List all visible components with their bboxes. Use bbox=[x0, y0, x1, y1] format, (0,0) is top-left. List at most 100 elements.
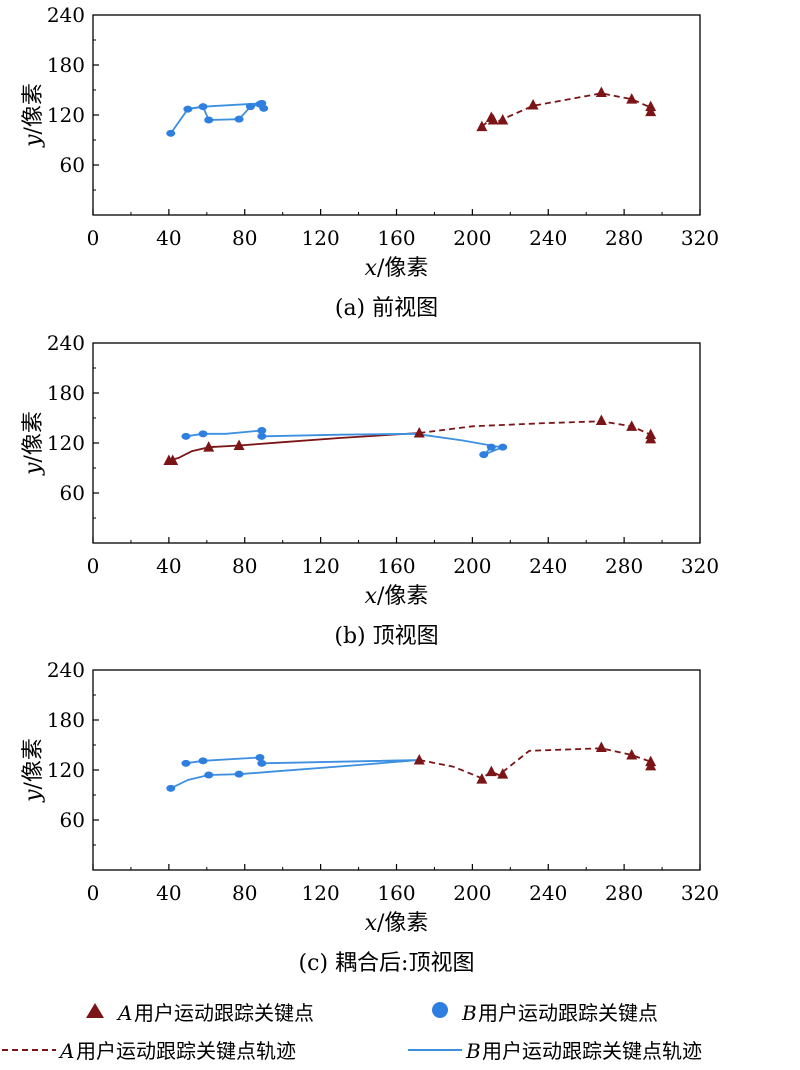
x-tick-label: 320 bbox=[681, 554, 719, 578]
x-axis-title: x/像素 bbox=[365, 584, 429, 609]
x-tick-label: 80 bbox=[232, 226, 257, 250]
series-line-a bbox=[419, 420, 652, 439]
marker-b-point bbox=[183, 105, 193, 113]
x-tick-label: 280 bbox=[605, 554, 643, 578]
marker-b-point bbox=[198, 103, 208, 111]
x-axis-var: x bbox=[365, 256, 378, 281]
x-tick-label: 320 bbox=[681, 881, 719, 905]
marker-a-point bbox=[527, 99, 539, 110]
y-axis-title: y/像素 bbox=[21, 83, 46, 148]
marker-a-point bbox=[645, 759, 657, 771]
y-tick-label: 240 bbox=[47, 3, 85, 27]
y-tick-label: 60 bbox=[60, 153, 85, 177]
marker-a-point bbox=[203, 441, 215, 452]
marker-a-point bbox=[595, 414, 607, 425]
marker-b-point bbox=[234, 115, 244, 123]
marker-b-point bbox=[255, 754, 265, 761]
legend-a-point-marker bbox=[86, 1003, 104, 1018]
y-tick-label: 120 bbox=[47, 103, 85, 127]
marker-b-point bbox=[257, 432, 267, 440]
y-tick-label: 180 bbox=[47, 708, 85, 732]
marker-a-point bbox=[476, 120, 488, 132]
panel-b: 0 40 80 120 160 200 240 280 32060120180240x/像素y/… bbox=[21, 331, 719, 649]
marker-a-point bbox=[167, 454, 179, 465]
marker-a-point bbox=[497, 768, 509, 779]
x-axis-var: x bbox=[365, 911, 378, 936]
marker-a-point bbox=[645, 432, 657, 444]
marker-a-point bbox=[413, 754, 425, 765]
legend-a-track-label: 用户运动跟踪关键点轨迹 bbox=[76, 1039, 296, 1063]
x-tick-label: 40 bbox=[156, 554, 181, 578]
panel-caption: (b) 顶视图 bbox=[334, 624, 438, 649]
legend-b-point-marker bbox=[432, 1002, 448, 1018]
x-tick-label: 200 bbox=[453, 881, 491, 905]
x-axis-unit: /像素 bbox=[377, 256, 428, 281]
legend: A 用户运动跟踪关键点 B 用户运动跟踪关键点 A 用户运动跟踪关键点轨迹 B … bbox=[2, 1001, 702, 1063]
x-axis-var: x bbox=[365, 584, 378, 609]
legend-b-point-label: 用户运动跟踪关键点 bbox=[478, 1001, 658, 1025]
marker-a-point bbox=[626, 420, 638, 431]
series-line-a-solid bbox=[168, 432, 420, 462]
marker-a-point bbox=[487, 114, 499, 125]
legend-a-point-label: 用户运动跟踪关键点 bbox=[134, 1001, 314, 1025]
y-axis-title: y/像素 bbox=[21, 411, 46, 476]
legend-a-track-var: A bbox=[58, 1039, 74, 1063]
legend-b-track-label: 用户运动跟踪关键点轨迹 bbox=[482, 1039, 702, 1063]
marker-b-point bbox=[486, 443, 496, 451]
marker-b-point bbox=[198, 757, 208, 765]
marker-b-point bbox=[204, 116, 214, 124]
marker-a-point bbox=[233, 439, 245, 450]
marker-a-point bbox=[476, 773, 488, 784]
marker-a-point bbox=[497, 114, 509, 125]
x-tick-label: 0 bbox=[87, 554, 100, 578]
panel-a: 0 40 80 120 160 200 240 280 32060120180240x/像素y/… bbox=[21, 3, 719, 321]
marker-a-point bbox=[626, 93, 638, 104]
marker-b-point bbox=[198, 430, 208, 438]
x-axis-unit: /像素 bbox=[377, 911, 428, 936]
series-line-a bbox=[481, 92, 652, 128]
y-tick-label: 120 bbox=[47, 431, 85, 455]
x-tick-label: 280 bbox=[605, 226, 643, 250]
marker-b-point bbox=[479, 451, 489, 459]
marker-b-point bbox=[181, 432, 191, 440]
marker-b-point bbox=[166, 784, 176, 792]
legend-a-point-var: A bbox=[116, 1001, 132, 1025]
marker-b-point bbox=[498, 443, 508, 451]
x-axis-unit: /像素 bbox=[377, 584, 428, 609]
plot-frame bbox=[92, 669, 701, 871]
x-tick-label: 240 bbox=[529, 881, 567, 905]
x-tick-label: 80 bbox=[232, 554, 257, 578]
y-tick-label: 60 bbox=[60, 481, 85, 505]
y-tick-label: 240 bbox=[47, 658, 85, 682]
x-axis-title: x/像素 bbox=[365, 911, 429, 936]
panel-c: 0 40 80 120 160 200 240 280 32060120180240x/像素y/… bbox=[21, 658, 719, 976]
x-tick-label: 120 bbox=[302, 881, 340, 905]
x-tick-label: 320 bbox=[681, 226, 719, 250]
marker-a-point bbox=[595, 86, 607, 97]
marker-a-point bbox=[626, 749, 638, 760]
x-axis-title: x/像素 bbox=[365, 256, 429, 281]
marker-b-point bbox=[204, 771, 214, 779]
x-tick-label: 120 bbox=[302, 226, 340, 250]
x-tick-label: 240 bbox=[529, 226, 567, 250]
marker-a-point bbox=[485, 765, 497, 777]
x-tick-label: 160 bbox=[377, 881, 415, 905]
y-axis-unit: /像素 bbox=[21, 83, 46, 134]
x-tick-label: 40 bbox=[156, 226, 181, 250]
x-tick-label: 240 bbox=[529, 554, 567, 578]
legend-b-track-var: B bbox=[465, 1039, 481, 1063]
x-tick-label: 120 bbox=[302, 554, 340, 578]
x-tick-label: 200 bbox=[453, 226, 491, 250]
legend-b-point-var: B bbox=[461, 1001, 477, 1025]
marker-b-point bbox=[245, 103, 255, 111]
y-tick-label: 60 bbox=[60, 808, 85, 832]
y-tick-label: 120 bbox=[47, 758, 85, 782]
x-tick-label: 160 bbox=[377, 554, 415, 578]
marker-b-point bbox=[257, 427, 267, 434]
x-tick-label: 160 bbox=[377, 226, 415, 250]
marker-b-point bbox=[257, 759, 267, 767]
marker-b-point bbox=[181, 759, 191, 767]
marker-a-point bbox=[413, 427, 425, 438]
y-axis-title: y/像素 bbox=[21, 738, 46, 803]
